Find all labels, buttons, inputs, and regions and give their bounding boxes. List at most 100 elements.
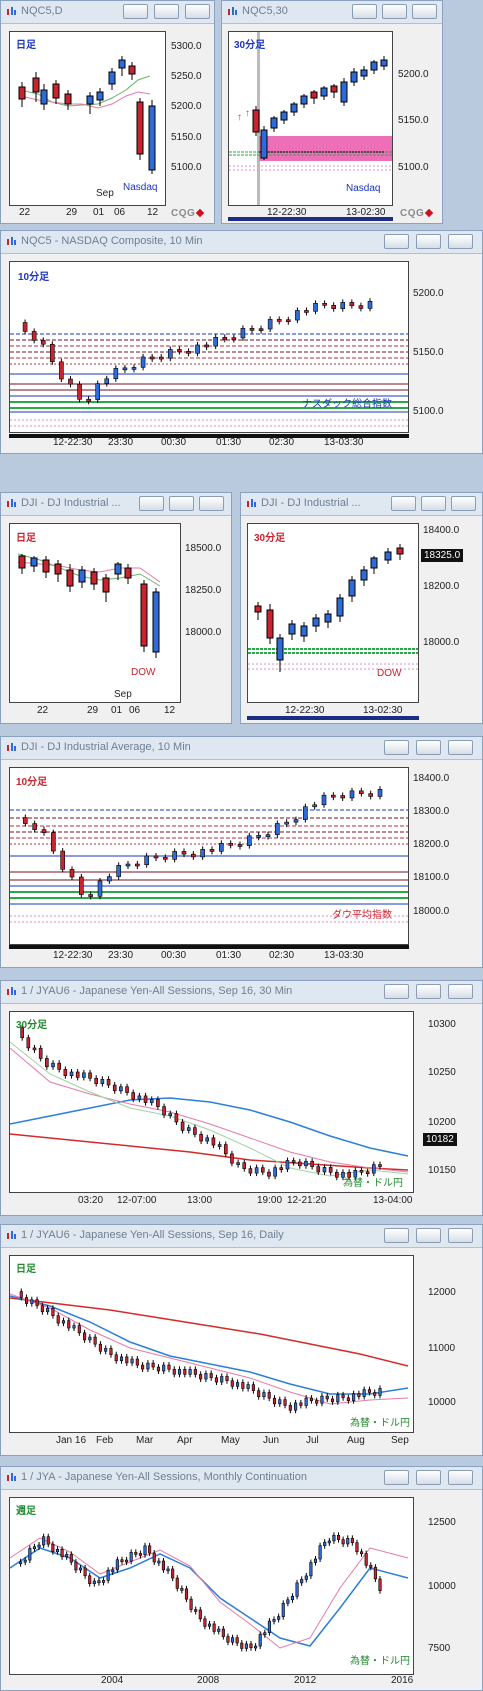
close-button[interactable] [448, 740, 473, 755]
window-title: DJI - DJ Industrial ... [261, 497, 361, 509]
close-button[interactable] [451, 496, 476, 511]
maximize-button[interactable] [416, 1470, 441, 1485]
x-tick: 19:00 [257, 1195, 283, 1206]
x-tick: 00:30 [161, 950, 187, 961]
y-tick: 18300.0 [413, 806, 450, 817]
close-button[interactable] [412, 4, 437, 19]
candle [359, 1170, 364, 1173]
y-tick: 18000.0 [413, 906, 450, 917]
minimize-button[interactable] [384, 740, 409, 755]
title-bar[interactable]: NQC5 - NASDAQ Composite, 10 Min [1, 231, 482, 254]
close-button[interactable] [199, 496, 224, 511]
x-tick: 29 [66, 207, 78, 218]
candle [195, 344, 200, 354]
x-tick: Sep [391, 1435, 409, 1446]
price-chart[interactable]: 週足 為替・ドル円 [9, 1497, 414, 1675]
window-title: NQC5 - NASDAQ Composite, 10 Min [21, 235, 203, 247]
candle [310, 1160, 314, 1167]
window-title: NQC5,30 [242, 5, 288, 17]
close-button[interactable] [185, 4, 210, 19]
minimize-button[interactable] [384, 1228, 409, 1243]
minimize-button[interactable] [352, 4, 377, 19]
maximize-button[interactable] [421, 496, 446, 511]
candle [352, 1393, 356, 1401]
maximize-button[interactable] [382, 4, 407, 19]
price-chart[interactable]: 日足 為替・ドル円 [9, 1255, 414, 1433]
candle [77, 1325, 81, 1334]
price-chart[interactable]: ↑ ↑ 30分足 Nasdaq [228, 31, 393, 206]
candle [272, 1397, 277, 1405]
close-button[interactable] [448, 1228, 473, 1243]
price-chart[interactable]: 日足 DOW [9, 523, 181, 703]
chart-window-nqc5-daily[interactable]: NQC5,D 日足 Nasdaq 5300.0 5250.0 5200.0 51… [0, 0, 215, 224]
candle [98, 1343, 102, 1352]
candle [258, 328, 264, 331]
minimize-button[interactable] [139, 496, 164, 511]
minimize-button[interactable] [384, 984, 409, 999]
chart-window-jyau6-30min[interactable]: 1 / JYAU6 - Japanese Yen-All Sessions, S… [0, 980, 483, 1216]
maximize-button[interactable] [416, 1228, 441, 1243]
chart-window-dji-daily[interactable]: DJI - DJ Industrial ... 日足 DOW 18500.0 1… [0, 492, 232, 724]
price-chart[interactable]: 10分足 ダウ平均指数 [9, 767, 409, 945]
minimize-button[interactable] [384, 234, 409, 249]
chart-window-dji-30min[interactable]: DJI - DJ Industrial ... 30分足 DOW 1840 [240, 492, 483, 724]
minimize-button[interactable] [391, 496, 416, 511]
close-button[interactable] [448, 234, 473, 249]
scroll-bar[interactable] [228, 217, 393, 221]
title-bar[interactable]: NQC5,D [1, 1, 214, 24]
candle [262, 1392, 266, 1397]
candle [313, 1558, 318, 1563]
candle [191, 853, 196, 858]
close-button[interactable] [448, 1470, 473, 1485]
title-bar[interactable]: DJI - DJ Industrial ... [1, 493, 231, 516]
title-bar[interactable]: 1 / JYAU6 - Japanese Yen-All Sessions, S… [1, 981, 482, 1004]
maximize-button[interactable] [154, 4, 179, 19]
candle [157, 1560, 161, 1564]
title-bar[interactable]: NQC5,30 [222, 1, 442, 24]
candle [341, 1539, 345, 1545]
candle [316, 1166, 321, 1173]
candle [367, 1389, 371, 1393]
title-bar[interactable]: DJI - DJ Industrial ... [241, 493, 482, 516]
chart-window-dji-10min[interactable]: DJI - DJ Industrial Average, 10 Min 10分足… [0, 736, 483, 968]
price-chart[interactable]: 30分足 DOW [247, 523, 419, 703]
instrument-label: DOW [131, 667, 156, 678]
title-bar[interactable]: DJI - DJ Industrial Average, 10 Min [1, 737, 482, 760]
price-chart[interactable]: 日足 Nasdaq [9, 31, 166, 206]
chart-canvas [18, 56, 156, 174]
title-bar[interactable]: 1 / JYAU6 - Japanese Yen-All Sessions, S… [1, 1225, 482, 1248]
price-chart[interactable]: 10分足 ナスダック総合指数 [9, 261, 409, 433]
candle [74, 1561, 78, 1571]
candle [322, 303, 327, 306]
candle [122, 367, 128, 371]
y-tick: 10200 [428, 1117, 456, 1128]
chart-window-jyau6-daily[interactable]: 1 / JYAU6 - Japanese Yen-All Sessions, S… [0, 1224, 483, 1456]
close-button[interactable] [448, 984, 473, 999]
candle [304, 1575, 308, 1580]
title-bar[interactable]: 1 / JYA - Japanese Yen-All Sessions, Mon… [1, 1467, 482, 1490]
scroll-bar[interactable] [247, 716, 419, 720]
minimize-button[interactable] [384, 1470, 409, 1485]
chart-window-nqc5-30min[interactable]: NQC5,30 ↑ ↑ 3 [221, 0, 443, 224]
candle [77, 383, 82, 400]
instrument-label: 為替・ドル円 [350, 1656, 410, 1667]
maximize-button[interactable] [416, 984, 441, 999]
chart-window-jya-monthly[interactable]: 1 / JYA - Japanese Yen-All Sessions, Mon… [0, 1466, 483, 1691]
candle [212, 1623, 216, 1632]
candle [186, 351, 191, 354]
timeframe-label: 30分足 [254, 533, 286, 544]
chart-window-nqc5-10min[interactable]: NQC5 - NASDAQ Composite, 10 Min 10分足 ナスダ… [0, 230, 483, 454]
maximize-button[interactable] [169, 496, 194, 511]
candle [134, 1552, 138, 1555]
candle [194, 1609, 198, 1612]
maximize-button[interactable] [416, 740, 441, 755]
y-tick: 10150 [428, 1165, 456, 1176]
x-tick: Mar [136, 1435, 154, 1446]
candle [249, 1643, 253, 1649]
x-axis-bar [9, 434, 409, 438]
price-chart[interactable]: 30分足 為替・ドル円 [9, 1011, 414, 1193]
svg-text:↑: ↑ [237, 112, 242, 123]
minimize-button[interactable] [123, 4, 148, 19]
candle [217, 1628, 221, 1632]
maximize-button[interactable] [416, 234, 441, 249]
